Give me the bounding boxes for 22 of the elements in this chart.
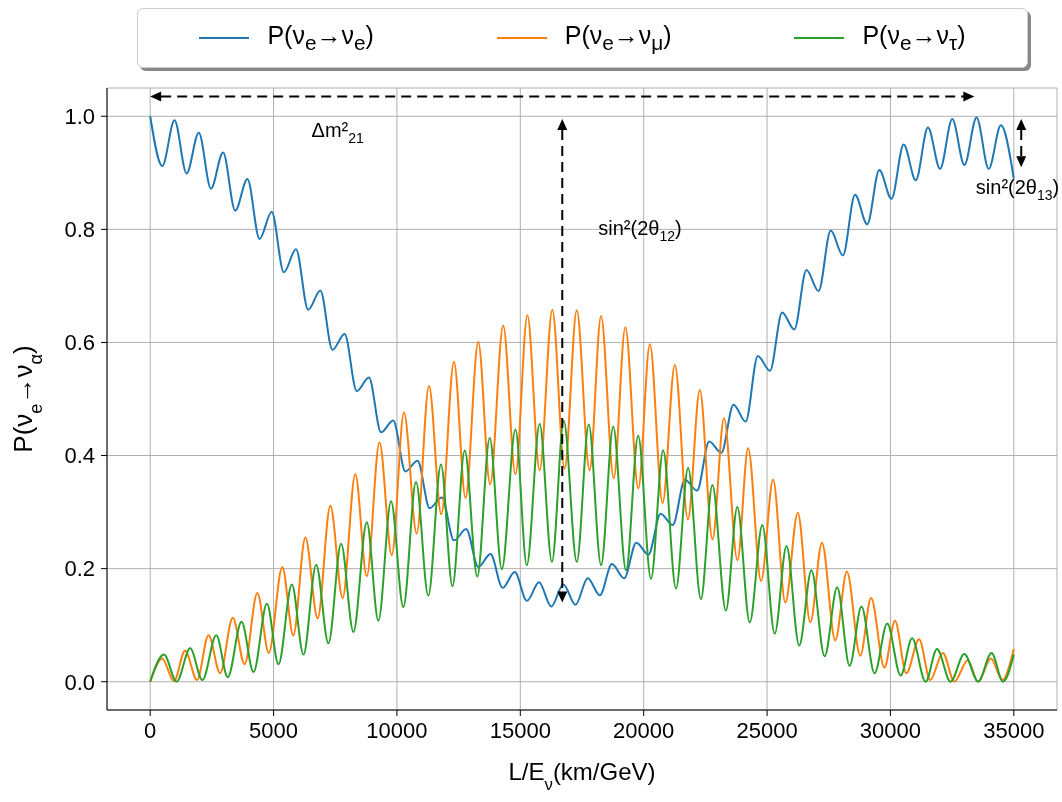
x-tick-label: 15000 <box>489 717 551 743</box>
y-tick-label: 0.6 <box>64 330 95 356</box>
y-tick-label: 0.4 <box>64 443 95 469</box>
x-tick-label: 10000 <box>366 717 428 743</box>
annotation: Δm²$_{21}$ <box>311 118 365 146</box>
y-tick-label: 0.8 <box>64 217 95 243</box>
y-tick-label: 1.0 <box>64 104 95 130</box>
x-tick-label: 5000 <box>249 717 299 743</box>
legend-label: P(ν$_{e}$→ν$_{e}$) <box>267 21 374 55</box>
line-series <box>149 420 1015 683</box>
x-axis-title: L/E$_{ν}$(km/GeV) <box>508 758 656 794</box>
x-tick-label: 25000 <box>736 717 798 743</box>
legend-label: P(ν$_{e}$→ν$_{μ}$) <box>564 21 672 55</box>
x-tick-label: 20000 <box>613 717 675 743</box>
x-tick-label: 35000 <box>983 717 1045 743</box>
x-tick-label: 0 <box>144 717 157 743</box>
y-tick-label: 0.2 <box>64 556 95 582</box>
y-tick-label: 0.0 <box>64 669 95 695</box>
legend-label: P(ν$_{e}$→ν$_{τ}$) <box>862 21 966 55</box>
annotation: sin²(2θ$_{12}$) <box>598 217 682 245</box>
x-tick-label: 30000 <box>859 717 922 743</box>
annotation: sin²(2θ$_{13}$) <box>975 175 1060 203</box>
